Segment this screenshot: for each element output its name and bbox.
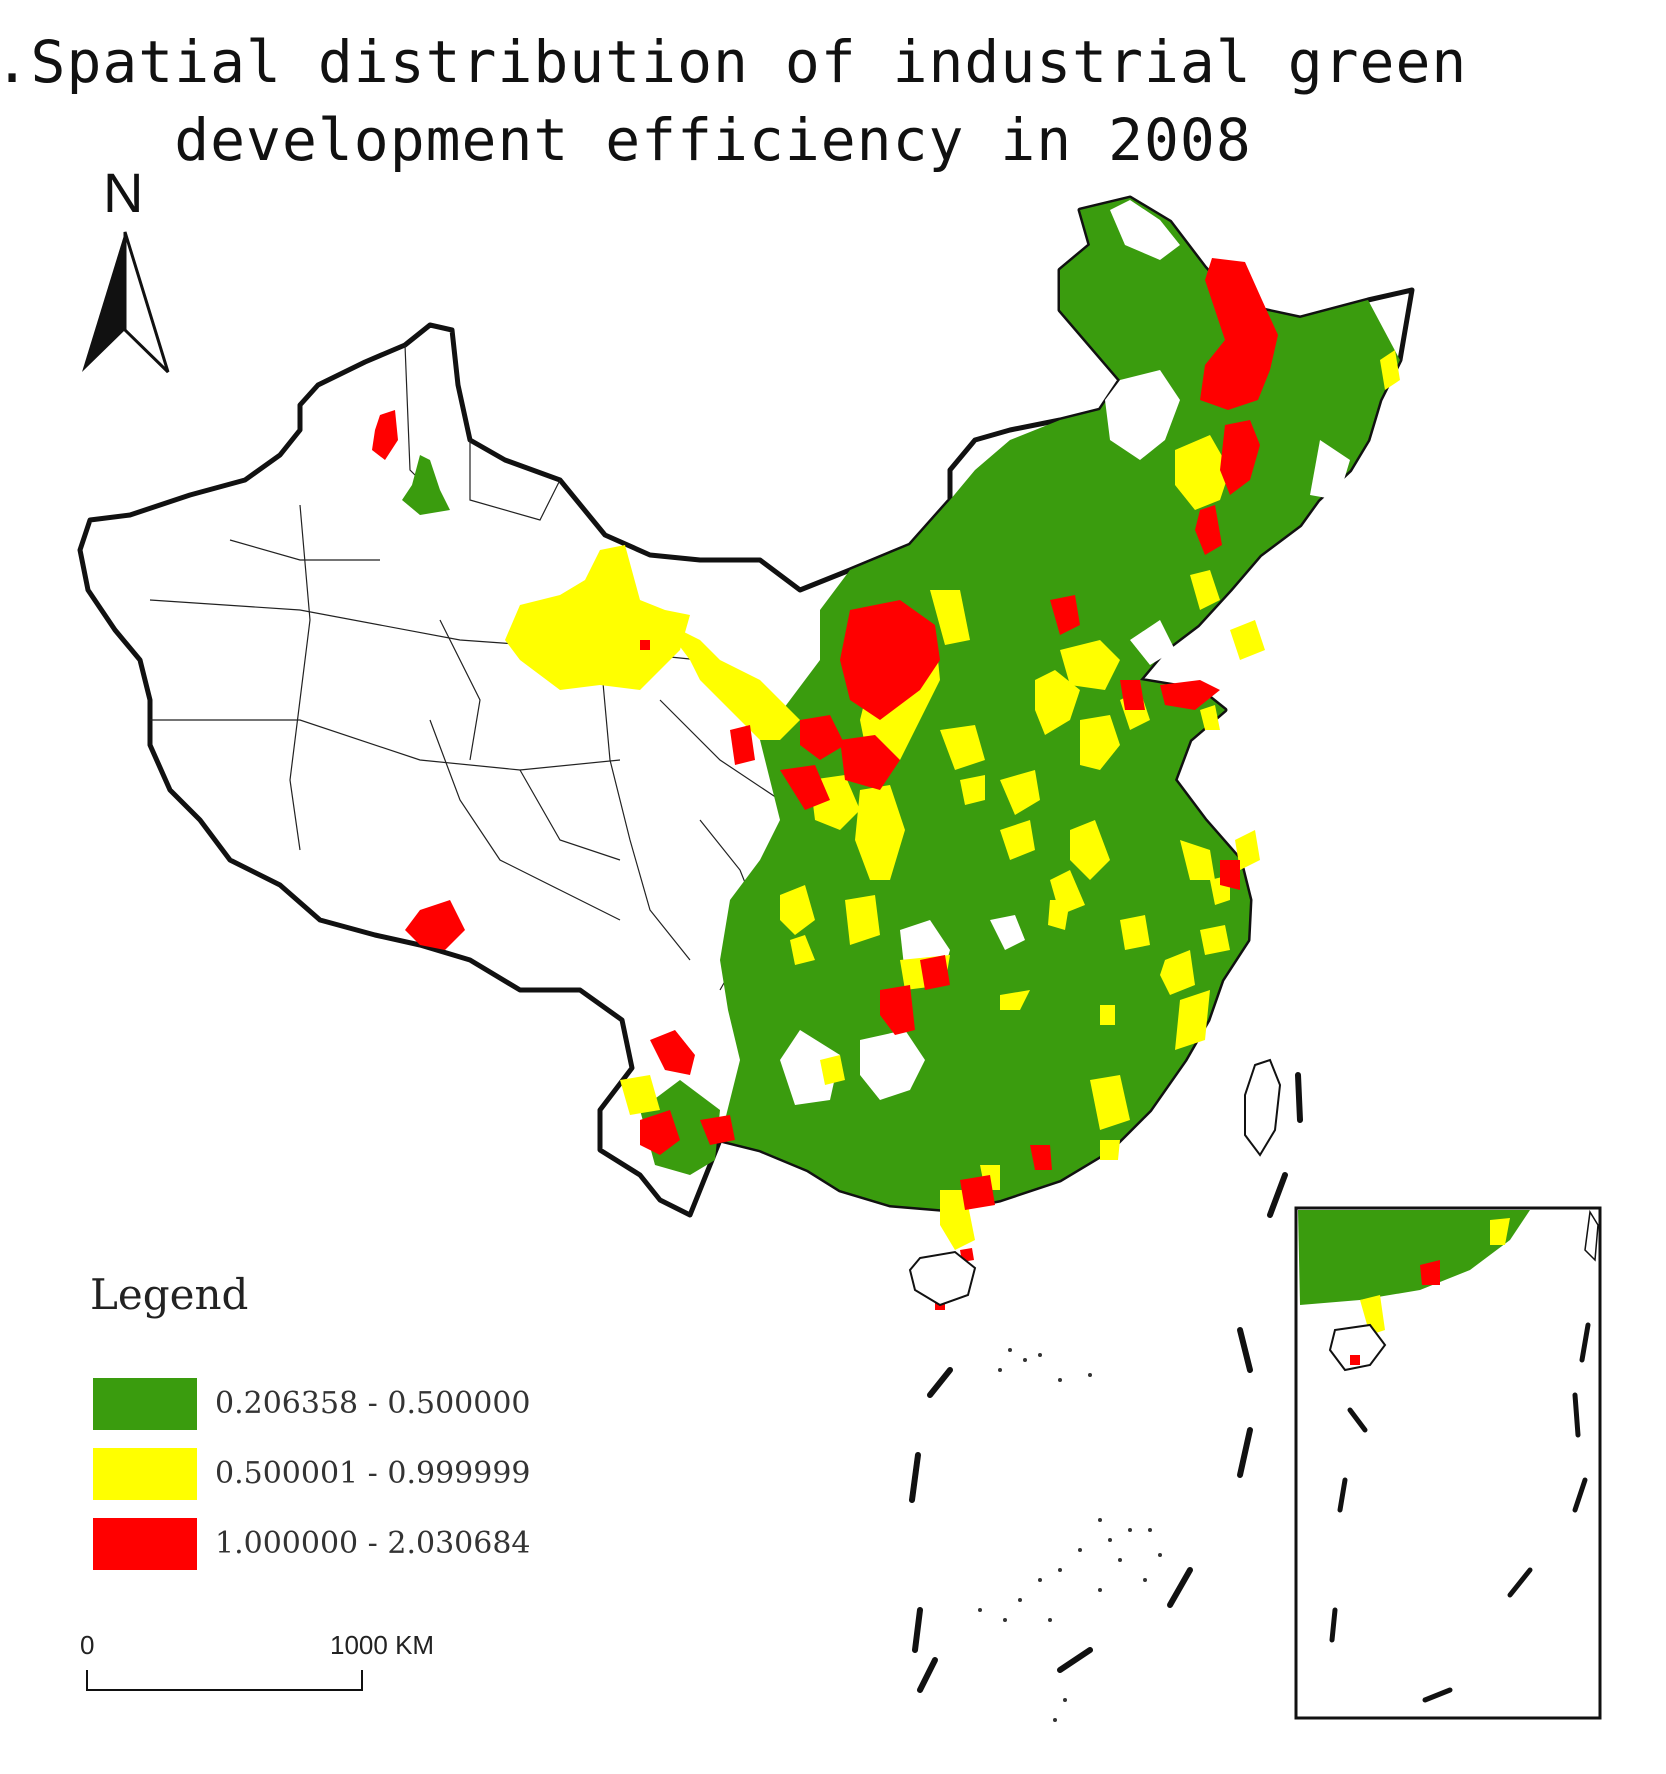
legend-swatch-yellow	[93, 1448, 197, 1500]
legend-swatch-green	[93, 1378, 197, 1430]
south-sea-islands	[978, 1348, 1162, 1722]
map-title-line-2: development efficiency in 2008	[174, 106, 1252, 174]
scale-bar	[86, 1670, 363, 1691]
legend-label-class-3: 1.000000 - 2.030684	[215, 1526, 531, 1561]
inset-map	[1294, 1206, 1602, 1720]
legend-swatch-red	[93, 1518, 197, 1570]
nine-dash-line	[909, 1072, 1303, 1693]
north-arrow-icon	[82, 231, 170, 374]
legend-title: Legend	[90, 1270, 249, 1319]
scale-start-label: 0	[80, 1630, 95, 1660]
north-label: N	[103, 161, 144, 224]
map-title-line-1: a.Spatial distribution of industrial gre…	[0, 28, 1468, 96]
region-class-1-xinjiang	[402, 455, 450, 515]
no-data-patches	[780, 200, 1350, 1105]
islands	[908, 1058, 1282, 1307]
legend-label-class-2: 0.500001 - 0.999999	[215, 1456, 531, 1491]
regions-class-3	[372, 258, 1278, 1310]
scale-end-label: 1000 KM	[330, 1630, 435, 1660]
legend-label-class-1: 0.206358 - 0.500000	[215, 1386, 531, 1421]
regions-class-2	[505, 350, 1400, 1250]
